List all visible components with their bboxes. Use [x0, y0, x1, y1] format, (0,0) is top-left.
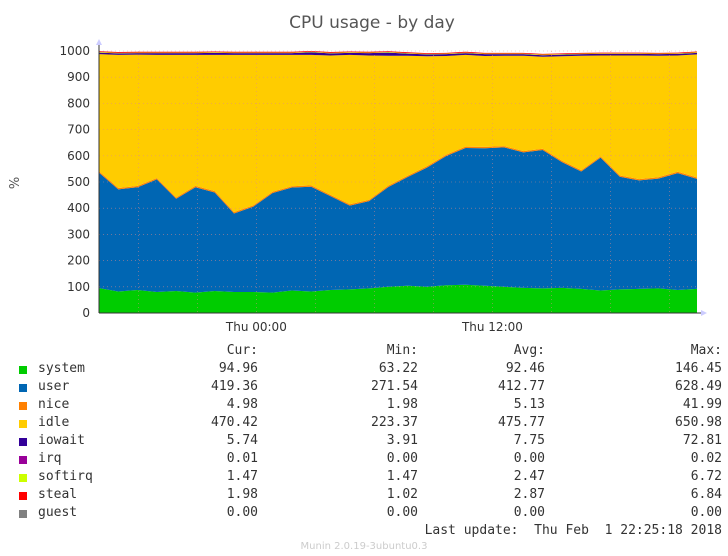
- axes: [96, 39, 707, 316]
- y-tick-label: 1000: [59, 44, 90, 58]
- legend-avg: 475.77: [498, 415, 545, 430]
- header-cur: Cur:: [226, 343, 258, 358]
- legend-avg: 92.46: [505, 361, 545, 376]
- legend-row-system: system 94.96 63.22 92.46 146.45: [0, 361, 728, 379]
- y-axis-arrow: [96, 39, 102, 45]
- legend-cur: 0.01: [226, 451, 258, 466]
- y-ticks: 0 100 200 300 400 500 600 700 800 900 1000: [59, 44, 90, 320]
- header-min: Min:: [386, 343, 418, 358]
- chart-title: CPU usage - by day: [289, 13, 455, 33]
- legend-min: 223.37: [371, 415, 418, 430]
- stacked-areas: [99, 51, 697, 313]
- area-iowait: [99, 52, 697, 57]
- legend-avg: 0.00: [513, 505, 545, 520]
- legend-max: 628.49: [675, 379, 722, 394]
- legend-name: softirq: [38, 469, 93, 484]
- legend-avg: 2.87: [513, 487, 545, 502]
- y-tick-label: 800: [67, 96, 90, 110]
- legend-cur: 419.36: [211, 379, 258, 394]
- y-tick-label: 400: [67, 201, 90, 215]
- legend-cur: 4.98: [226, 397, 258, 412]
- legend-avg: 5.13: [513, 397, 545, 412]
- legend-name: nice: [38, 397, 70, 412]
- legend-cur: 1.98: [226, 487, 258, 502]
- legend-swatch-nice: [19, 402, 27, 410]
- legend-name: idle: [38, 415, 70, 430]
- legend-cur: 5.74: [226, 433, 258, 448]
- legend-swatch-irq: [19, 456, 27, 464]
- legend-swatch-guest: [19, 510, 27, 518]
- legend-row-softirq: softirq 1.47 1.47 2.47 6.72: [0, 469, 728, 487]
- legend-name: steal: [38, 487, 78, 502]
- y-tick-label: 700: [67, 123, 90, 137]
- legend-row-irq: irq 0.01 0.00 0.00 0.02: [0, 451, 728, 469]
- area-idle: [99, 54, 697, 213]
- area-softirq: [99, 51, 697, 56]
- legend-min: 0.00: [386, 505, 418, 520]
- y-tick-label: 500: [67, 175, 90, 189]
- legend-swatch-steal: [19, 492, 27, 500]
- legend-max: 0.00: [690, 505, 722, 520]
- legend-max: 146.45: [675, 361, 722, 376]
- legend-avg: 0.00: [513, 451, 545, 466]
- y-tick-label: 600: [67, 149, 90, 163]
- legend-avg: 7.75: [513, 433, 545, 448]
- legend-max: 41.99: [682, 397, 722, 412]
- x-ticks: Thu 00:00 Thu 12:00: [225, 320, 523, 334]
- area-user: [99, 147, 697, 293]
- legend-name: iowait: [38, 433, 85, 448]
- legend-name: user: [38, 379, 70, 394]
- legend-max: 6.72: [690, 469, 722, 484]
- legend-swatch-idle: [19, 420, 27, 428]
- legend-cur: 94.96: [218, 361, 258, 376]
- legend-max: 650.98: [675, 415, 722, 430]
- legend-max: 0.02: [690, 451, 722, 466]
- legend-row-nice: nice 4.98 1.98 5.13 41.99: [0, 397, 728, 415]
- legend-max: 6.84: [690, 487, 722, 502]
- legend-cur: 1.47: [226, 469, 258, 484]
- legend-row-iowait: iowait 5.74 3.91 7.75 72.81: [0, 433, 728, 451]
- legend-cur: 0.00: [226, 505, 258, 520]
- x-tick-label: Thu 12:00: [461, 320, 523, 334]
- munin-version-footer: Munin 2.0.19-3ubuntu0.3: [300, 541, 428, 552]
- legend-name: irq: [38, 451, 62, 466]
- y-tick-label: 900: [67, 70, 90, 84]
- area-system: [99, 284, 697, 313]
- header-avg: Avg:: [513, 343, 545, 358]
- legend-row-guest: guest 0.00 0.00 0.00 0.00: [0, 505, 728, 523]
- legend-min: 63.22: [378, 361, 418, 376]
- legend-row-user: user 419.36 271.54 412.77 628.49: [0, 379, 728, 397]
- legend-min: 1.02: [386, 487, 418, 502]
- area-steal: [99, 51, 697, 55]
- x-axis-arrow: [701, 310, 707, 316]
- legend-avg: 412.77: [498, 379, 545, 394]
- legend-avg: 2.47: [513, 469, 545, 484]
- legend-name: system: [38, 361, 85, 376]
- legend-min: 1.98: [386, 397, 418, 412]
- legend-max: 72.81: [682, 433, 722, 448]
- y-axis-label: %: [8, 177, 23, 189]
- legend-cur: 470.42: [211, 415, 258, 430]
- last-update: Last update: Thu Feb 1 22:25:18 2018: [424, 523, 722, 538]
- legend-swatch-system: [19, 366, 27, 374]
- legend-min: 3.91: [386, 433, 418, 448]
- y-tick-label: 300: [67, 227, 90, 241]
- y-tick-label: 100: [67, 280, 90, 294]
- legend-swatch-softirq: [19, 474, 27, 482]
- legend-header-row: Cur: Min: Avg: Max:: [0, 343, 728, 361]
- legend-min: 271.54: [371, 379, 418, 394]
- y-tick-label: 200: [67, 254, 90, 268]
- legend-swatch-iowait: [19, 438, 27, 446]
- legend-min: 0.00: [386, 451, 418, 466]
- legend-name: guest: [38, 505, 78, 520]
- y-tick-label: 0: [82, 306, 90, 320]
- header-max: Max:: [690, 343, 722, 358]
- legend-swatch-user: [19, 384, 27, 392]
- cpu-usage-chart: CPU usage - by day % 0 100 200 300 400 500 600…: [8, 13, 707, 334]
- legend-min: 1.47: [386, 469, 418, 484]
- legend-row-steal: steal 1.98 1.02 2.87 6.84: [0, 487, 728, 505]
- legend-row-idle: idle 470.42 223.37 475.77 650.98: [0, 415, 728, 433]
- x-tick-label: Thu 00:00: [225, 320, 287, 334]
